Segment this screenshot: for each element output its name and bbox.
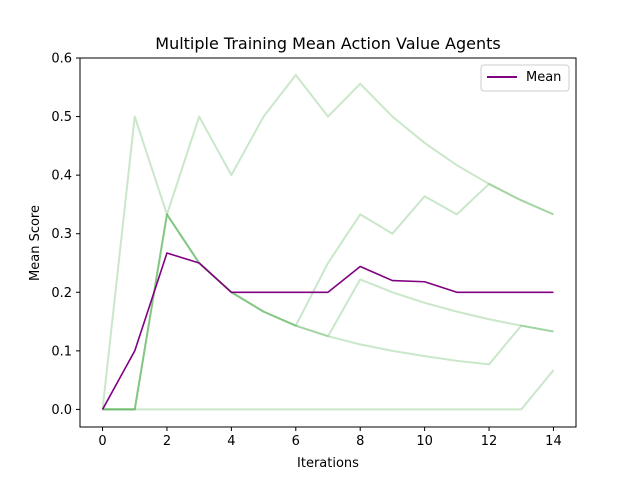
agent-line-2 [102, 182, 554, 411]
x-tick-label: 2 [163, 434, 171, 449]
x-tick-label: 0 [98, 434, 106, 449]
plot-area [101, 73, 555, 411]
y-tick-label: 0.0 [51, 403, 72, 418]
x-tick-label: 10 [416, 434, 433, 449]
y-tick-label: 0.1 [51, 344, 72, 359]
x-tick-label: 8 [356, 434, 364, 449]
y-axis: 0.0 0.1 0.2 0.3 0.4 0.5 0.6 [51, 52, 80, 418]
y-tick-label: 0.4 [51, 169, 72, 184]
agent-line-4 [102, 213, 554, 411]
legend: Mean [480, 64, 570, 92]
mean-line [101, 252, 554, 410]
y-tick-label: 0.6 [51, 52, 72, 67]
legend-label-mean: Mean [526, 70, 561, 85]
x-tick-label: 4 [227, 434, 235, 449]
plot-frame [79, 57, 577, 428]
agent-line-5 [102, 369, 555, 411]
x-axis-title: Iterations [297, 456, 359, 471]
agent-line-1 [101, 73, 554, 410]
y-tick-label: 0.3 [51, 227, 72, 242]
y-axis-title: Mean Score [28, 205, 43, 281]
x-tick-label: 12 [481, 434, 498, 449]
x-tick-label: 14 [545, 434, 562, 449]
y-tick-label: 0.2 [51, 286, 72, 301]
x-axis: 0 2 4 6 8 10 12 14 [98, 427, 562, 449]
legend-box [480, 64, 570, 92]
agent-line-3 [102, 213, 554, 411]
chart-title: Multiple Training Mean Action Value Agen… [155, 34, 500, 53]
x-tick-label: 6 [292, 434, 300, 449]
y-tick-label: 0.5 [51, 110, 72, 125]
